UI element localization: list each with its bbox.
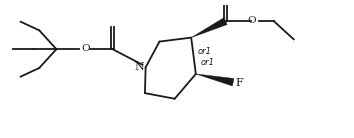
Text: F: F	[235, 78, 243, 88]
Polygon shape	[191, 18, 227, 38]
Text: O: O	[247, 16, 256, 25]
Text: O: O	[81, 44, 90, 53]
Text: or1: or1	[197, 47, 211, 56]
Text: N: N	[135, 62, 144, 72]
Text: or1: or1	[201, 58, 215, 67]
Polygon shape	[196, 74, 234, 86]
